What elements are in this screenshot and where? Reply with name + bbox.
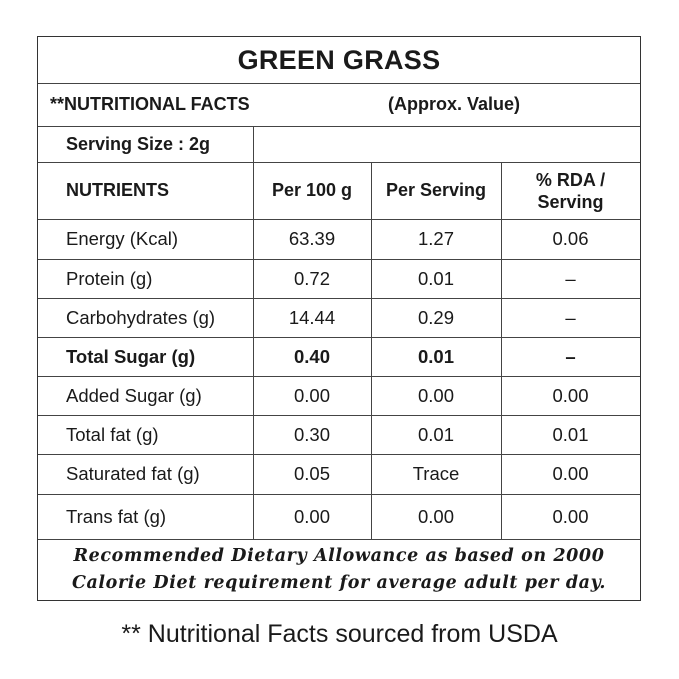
column-header-nutrients: NUTRIENTS	[66, 180, 169, 200]
rda-value: 0.00	[552, 384, 589, 406]
per-100g-value: 14.44	[288, 306, 336, 328]
nutrient-name: Total fat (g)	[66, 423, 159, 445]
divider	[38, 539, 640, 540]
rda-value: –	[565, 345, 576, 367]
nutrient-name: Added Sugar (g)	[66, 384, 202, 406]
nutrient-name: Trans fat (g)	[66, 505, 167, 527]
divider	[38, 415, 640, 416]
per-serving-value: 0.00	[417, 505, 454, 527]
nutrient-name: Protein (g)	[66, 267, 153, 289]
rda-value: 0.00	[552, 505, 589, 527]
column-header-per-100g: Per 100 g	[271, 180, 353, 200]
per-serving-value: 0.01	[417, 267, 454, 289]
nutrient-name: Energy (Kcal)	[66, 228, 179, 249]
column-divider	[253, 126, 254, 539]
per-100g-value: 0.30	[293, 423, 330, 445]
rda-footnote: Recommended Dietary Allowance as based o…	[71, 546, 607, 593]
rda-value: 0.01	[552, 423, 589, 445]
divider	[38, 83, 640, 84]
column-header-per-serving: Per Serving	[385, 180, 487, 200]
per-serving-value: 0.29	[417, 306, 454, 328]
nutrient-name: Total Sugar (g)	[66, 345, 196, 367]
nutrient-name: Saturated fat (g)	[66, 463, 200, 484]
divider	[38, 259, 640, 260]
divider	[38, 376, 640, 377]
divider	[38, 162, 640, 163]
approx-value-label: (Approx. Value)	[388, 94, 521, 114]
divider	[38, 494, 640, 495]
divider	[38, 337, 640, 338]
per-100g-value: 0.40	[293, 345, 330, 367]
nutritional-facts-heading: **NUTRITIONAL FACTS	[50, 94, 250, 114]
product-title: GREEN GRASS	[237, 44, 441, 75]
divider	[38, 454, 640, 455]
per-100g-value: 0.00	[293, 384, 330, 406]
divider	[38, 298, 640, 299]
column-divider	[501, 162, 502, 539]
per-100g-value: 63.39	[288, 228, 336, 249]
per-100g-value: 0.72	[293, 267, 330, 289]
nutrient-name: Carbohydrates (g)	[66, 306, 216, 328]
per-serving-value: Trace	[412, 463, 460, 484]
per-serving-value: 1.27	[417, 228, 454, 249]
rda-value: 0.06	[552, 228, 589, 249]
column-header-rda: % RDA / Serving	[535, 169, 606, 212]
serving-size: Serving Size : 2g	[66, 133, 211, 154]
per-serving-value: 0.01	[417, 345, 454, 367]
column-divider	[371, 162, 372, 539]
rda-value: 0.00	[552, 463, 589, 484]
per-100g-value: 0.00	[293, 505, 330, 527]
rda-value: –	[565, 267, 576, 289]
rda-value: –	[565, 306, 576, 328]
source-note: ** Nutritional Facts sourced from USDA	[121, 620, 558, 648]
divider	[38, 126, 640, 127]
nutrition-facts-panel: GREEN GRASS **NUTRITIONAL FACTS (Approx.…	[37, 36, 641, 601]
per-100g-value: 0.05	[293, 463, 330, 484]
per-serving-value: 0.01	[417, 423, 454, 445]
per-serving-value: 0.00	[417, 384, 454, 406]
divider	[38, 219, 640, 220]
